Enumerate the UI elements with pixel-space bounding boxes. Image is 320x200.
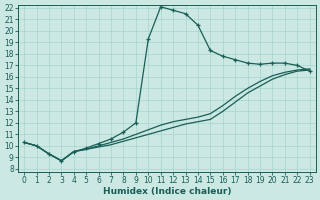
- X-axis label: Humidex (Indice chaleur): Humidex (Indice chaleur): [103, 187, 231, 196]
